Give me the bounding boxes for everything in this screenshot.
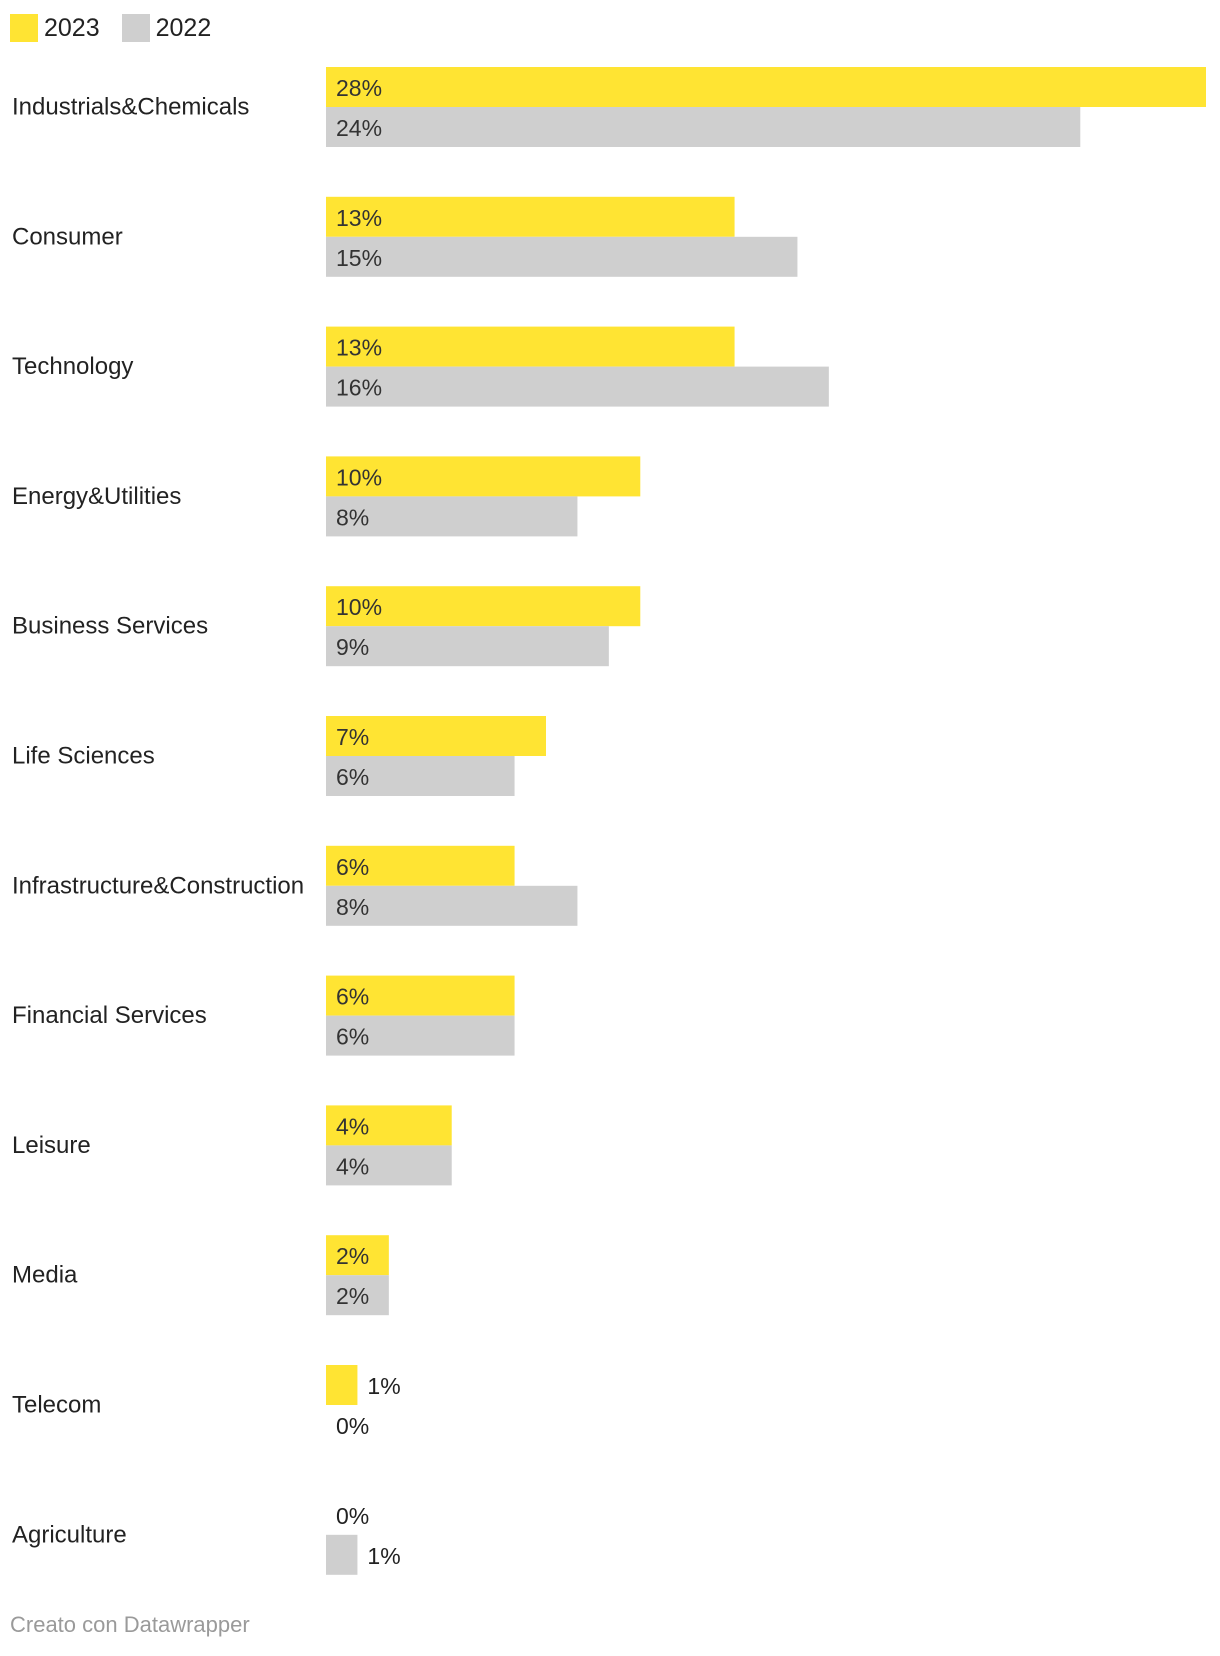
legend-item-2022: 2022: [121, 13, 212, 43]
value-label-2022-infrastructure-construction: 8%: [336, 894, 369, 920]
bar-2023-life-sciences: [326, 716, 546, 756]
bar-2023-leisure: [326, 1105, 452, 1146]
value-label-2023-technology: 13%: [336, 335, 382, 361]
bar-2022-agriculture: [326, 1534, 358, 1575]
value-label-2022-consumer: 15%: [336, 245, 382, 271]
value-label-2023-infrastructure-construction: 6%: [336, 854, 369, 880]
bar-2023-industrials-chemicals: [326, 67, 1206, 107]
value-label-2023-leisure: 4%: [336, 1113, 369, 1139]
value-label-2022-industrials-chemicals: 24%: [336, 115, 382, 141]
legend: 2023 2022: [10, 12, 211, 44]
value-label-2022-financial-services: 6%: [336, 1024, 369, 1050]
value-label-2022-agriculture: 1%: [367, 1543, 400, 1569]
bar-chart-plot: Industrials&Chemicals 28% 24% Consumer 13% 15…: [12, 67, 1206, 1575]
category-label-life-sciences: Life Sciences: [12, 743, 155, 770]
value-label-2022-telecom: 0%: [336, 1413, 369, 1439]
bar-2022-consumer: [326, 236, 798, 277]
bar-2023-infrastructure-construction: [326, 845, 515, 886]
value-label-2023-financial-services: 6%: [336, 984, 369, 1010]
legend-label-2022: 2022: [155, 13, 212, 42]
bar-2022-infrastructure-construction: [326, 885, 578, 926]
bar-2023-energy-utilities: [326, 456, 641, 497]
credit-text: Creato con Datawrapper: [10, 1612, 250, 1637]
bar-2023-telecom: [326, 1365, 358, 1405]
category-label-business-services: Business Services: [12, 613, 208, 640]
value-label-2023-telecom: 1%: [367, 1373, 400, 1399]
value-label-2022-leisure: 4%: [336, 1153, 369, 1179]
bar-2023-media: [326, 1235, 389, 1276]
bar-2023-business-services: [326, 586, 641, 627]
category-label-infrastructure-construction: Infrastructure&Construction: [12, 872, 304, 899]
category-label-consumer: Consumer: [12, 223, 123, 250]
value-label-2023-life-sciences: 7%: [336, 724, 369, 750]
value-label-2023-industrials-chemicals: 28%: [336, 75, 382, 101]
bar-2023-consumer: [326, 196, 735, 237]
value-label-2023-agriculture: 0%: [336, 1503, 369, 1529]
category-label-media: Media: [12, 1262, 78, 1289]
value-label-2022-media: 2%: [336, 1283, 369, 1309]
bar-2022-industrials-chemicals: [326, 107, 1081, 147]
value-label-2022-life-sciences: 6%: [336, 764, 369, 790]
bar-2022-business-services: [326, 626, 609, 667]
category-label-telecom: Telecom: [12, 1392, 101, 1419]
value-label-2023-energy-utilities: 10%: [336, 464, 382, 490]
value-label-2022-energy-utilities: 8%: [336, 504, 369, 530]
bar-2022-financial-services: [326, 1015, 515, 1056]
value-label-2022-technology: 16%: [336, 375, 382, 401]
category-label-industrials-chemicals: Industrials&Chemicals: [12, 94, 249, 121]
category-label-financial-services: Financial Services: [12, 1002, 207, 1029]
value-label-2023-business-services: 10%: [336, 594, 382, 620]
bar-2023-technology: [326, 326, 735, 367]
bar-2023-financial-services: [326, 975, 515, 1016]
bar-2022-energy-utilities: [326, 496, 578, 537]
category-label-leisure: Leisure: [12, 1132, 91, 1159]
bar-2022-media: [326, 1275, 389, 1316]
bar-2022-technology: [326, 366, 829, 407]
legend-item-2023: 2023: [10, 14, 100, 43]
bar-2022-leisure: [326, 1145, 452, 1186]
value-label-2022-business-services: 9%: [336, 634, 369, 660]
value-label-2023-consumer: 13%: [336, 205, 382, 231]
legend-label-2023: 2023: [44, 13, 100, 42]
category-label-energy-utilities: Energy&Utilities: [12, 483, 181, 510]
legend-swatch-2022: [121, 14, 150, 42]
value-label-2023-media: 2%: [336, 1243, 369, 1269]
category-label-technology: Technology: [12, 353, 133, 380]
bar-2022-life-sciences: [326, 756, 515, 796]
category-label-agriculture: Agriculture: [12, 1521, 127, 1548]
legend-swatch-2023: [10, 14, 38, 42]
